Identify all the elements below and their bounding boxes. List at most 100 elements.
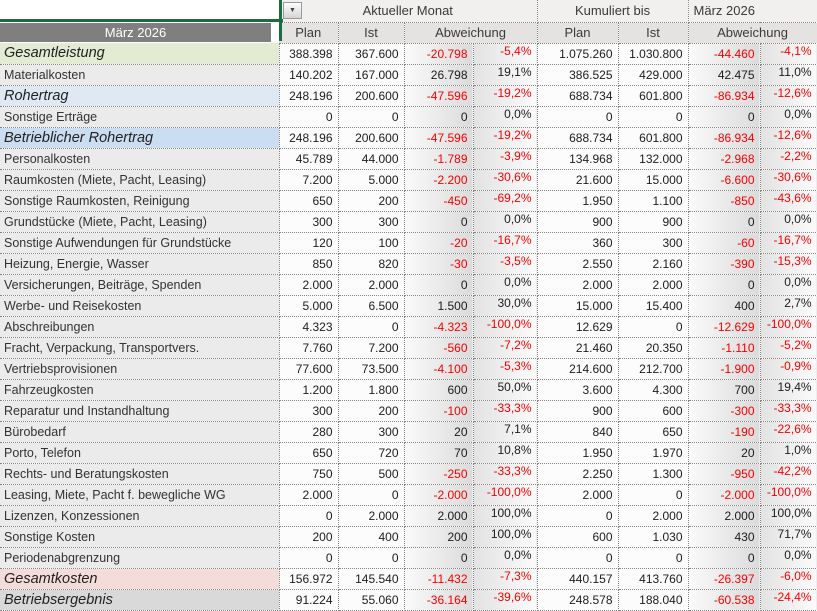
cell-cumulative-ist[interactable]: 0 [618, 484, 689, 506]
cell-cumulative-plan[interactable]: 0 [537, 106, 619, 128]
cell-current-pct[interactable]: -69,2% [473, 190, 538, 212]
cell-current-abw[interactable]: -4.323 [404, 316, 474, 338]
cell-cumulative-abw[interactable]: -300 [688, 400, 761, 422]
cell-current-abw[interactable]: 0 [404, 106, 474, 128]
cell-current-pct[interactable]: -19,2% [473, 85, 538, 107]
cell-current-ist[interactable]: 200 [338, 190, 405, 212]
cell-current-plan[interactable]: 650 [279, 190, 339, 212]
cell-cumulative-pct[interactable]: -42,2% [760, 463, 817, 485]
row-label[interactable]: Werbe- und Reisekosten [0, 295, 280, 317]
cell-current-plan[interactable]: 850 [279, 253, 339, 275]
cell-current-plan[interactable]: 200 [279, 526, 339, 548]
cell-cumulative-ist[interactable]: 4.300 [618, 379, 689, 401]
header-abweichung-cumulative[interactable]: Abweichung [688, 22, 817, 44]
cell-current-pct[interactable]: -16,7% [473, 232, 538, 254]
cell-cumulative-pct[interactable]: -5,2% [760, 337, 817, 359]
cell-current-ist[interactable]: 145.540 [338, 568, 405, 590]
cell-cumulative-abw[interactable]: 2.000 [688, 505, 761, 527]
cell-current-plan[interactable]: 300 [279, 400, 339, 422]
cell-cumulative-pct[interactable]: -12,6% [760, 85, 817, 107]
cell-current-ist[interactable]: 200.600 [338, 127, 405, 149]
cell-current-ist[interactable]: 0 [338, 316, 405, 338]
cell-current-plan[interactable]: 750 [279, 463, 339, 485]
cell-current-ist[interactable]: 720 [338, 442, 405, 464]
cell-cumulative-ist[interactable]: 2.000 [618, 505, 689, 527]
cell-cumulative-ist[interactable]: 1.030 [618, 526, 689, 548]
row-label[interactable]: Lizenzen, Konzessionen [0, 505, 280, 527]
cell-current-abw[interactable]: -250 [404, 463, 474, 485]
cell-cumulative-plan[interactable]: 900 [537, 211, 619, 233]
cell-cumulative-pct[interactable]: -15,3% [760, 253, 817, 275]
cell-current-ist[interactable]: 100 [338, 232, 405, 254]
cell-cumulative-plan[interactable]: 214.600 [537, 358, 619, 380]
row-label[interactable]: Abschreibungen [0, 316, 280, 338]
row-label[interactable]: Fahrzeugkosten [0, 379, 280, 401]
cell-current-plan[interactable]: 156.972 [279, 568, 339, 590]
cell-cumulative-pct[interactable]: 0,0% [760, 211, 817, 233]
cell-cumulative-ist[interactable]: 0 [618, 316, 689, 338]
cell-cumulative-ist[interactable]: 429.000 [618, 64, 689, 86]
cell-cumulative-abw[interactable]: 0 [688, 211, 761, 233]
cell-cumulative-plan[interactable]: 134.968 [537, 148, 619, 170]
cell-current-abw[interactable]: -100 [404, 400, 474, 422]
header-ist-cumulative[interactable]: Ist [618, 22, 689, 44]
cell-cumulative-abw[interactable]: 42.475 [688, 64, 761, 86]
cell-current-ist[interactable]: 6.500 [338, 295, 405, 317]
cell-cumulative-ist[interactable]: 650 [618, 421, 689, 443]
cell-current-abw[interactable]: -450 [404, 190, 474, 212]
cell-current-pct[interactable]: 50,0% [473, 379, 538, 401]
cell-cumulative-plan[interactable]: 2.000 [537, 484, 619, 506]
cell-cumulative-pct[interactable]: 0,0% [760, 547, 817, 569]
cell-current-pct[interactable]: 19,1% [473, 64, 538, 86]
cell-current-plan[interactable]: 91.224 [279, 589, 339, 611]
cell-cumulative-plan[interactable]: 15.000 [537, 295, 619, 317]
cell-current-pct[interactable]: 0,0% [473, 547, 538, 569]
cell-current-plan[interactable]: 140.202 [279, 64, 339, 86]
row-label[interactable]: Porto, Telefon [0, 442, 280, 464]
cell-current-pct[interactable]: -5,3% [473, 358, 538, 380]
cell-cumulative-plan[interactable]: 688.734 [537, 127, 619, 149]
header-plan-current[interactable]: Plan [279, 22, 339, 44]
cell-cumulative-pct[interactable]: -22,6% [760, 421, 817, 443]
cell-current-pct[interactable]: -5,4% [473, 43, 538, 65]
row-label[interactable]: Gesamtkosten [0, 568, 280, 590]
cell-cumulative-ist[interactable]: 188.040 [618, 589, 689, 611]
cell-cumulative-ist[interactable]: 2.000 [618, 274, 689, 296]
cell-cumulative-pct[interactable]: 11,0% [760, 64, 817, 86]
cell-cumulative-abw[interactable]: -2.000 [688, 484, 761, 506]
header-abweichung-current[interactable]: Abweichung [404, 22, 538, 44]
cell-current-plan[interactable]: 77.600 [279, 358, 339, 380]
row-label[interactable]: Periodenabgrenzung [0, 547, 280, 569]
cell-current-ist[interactable]: 0 [338, 547, 405, 569]
cell-cumulative-pct[interactable]: -24,4% [760, 589, 817, 611]
cell-current-abw[interactable]: -20.798 [404, 43, 474, 65]
cell-cumulative-pct[interactable]: 71,7% [760, 526, 817, 548]
cell-current-plan[interactable]: 7.760 [279, 337, 339, 359]
row-label-header-cell[interactable]: März 2026 [0, 22, 279, 43]
cell-cumulative-pct[interactable]: -33,3% [760, 400, 817, 422]
row-label[interactable]: Betrieblicher Rohertrag [0, 127, 280, 149]
cell-current-pct[interactable]: -3,5% [473, 253, 538, 275]
cell-current-abw[interactable]: -1.789 [404, 148, 474, 170]
cell-current-plan[interactable]: 7.200 [279, 169, 339, 191]
cell-current-plan[interactable]: 388.398 [279, 43, 339, 65]
cell-current-ist[interactable]: 0 [338, 484, 405, 506]
cell-cumulative-plan[interactable]: 0 [537, 505, 619, 527]
cell-cumulative-abw[interactable]: -6.600 [688, 169, 761, 191]
cell-cumulative-plan[interactable]: 1.950 [537, 442, 619, 464]
cell-cumulative-ist[interactable]: 20.350 [618, 337, 689, 359]
cell-current-abw[interactable]: -47.596 [404, 85, 474, 107]
row-label[interactable]: Sonstige Erträge [0, 106, 280, 128]
cell-cumulative-ist[interactable]: 15.000 [618, 169, 689, 191]
cell-cumulative-plan[interactable]: 248.578 [537, 589, 619, 611]
cell-cumulative-abw[interactable]: 0 [688, 106, 761, 128]
cell-current-abw[interactable]: 600 [404, 379, 474, 401]
row-label[interactable]: Sonstige Aufwendungen für Grundstücke [0, 232, 280, 254]
cell-cumulative-pct[interactable]: 19,4% [760, 379, 817, 401]
cell-current-plan[interactable]: 300 [279, 211, 339, 233]
row-label[interactable]: Materialkosten [0, 64, 280, 86]
cell-cumulative-pct[interactable]: 2,7% [760, 295, 817, 317]
cell-cumulative-pct[interactable]: -16,7% [760, 232, 817, 254]
cell-cumulative-abw[interactable]: 0 [688, 547, 761, 569]
cell-cumulative-abw[interactable]: -60.538 [688, 589, 761, 611]
